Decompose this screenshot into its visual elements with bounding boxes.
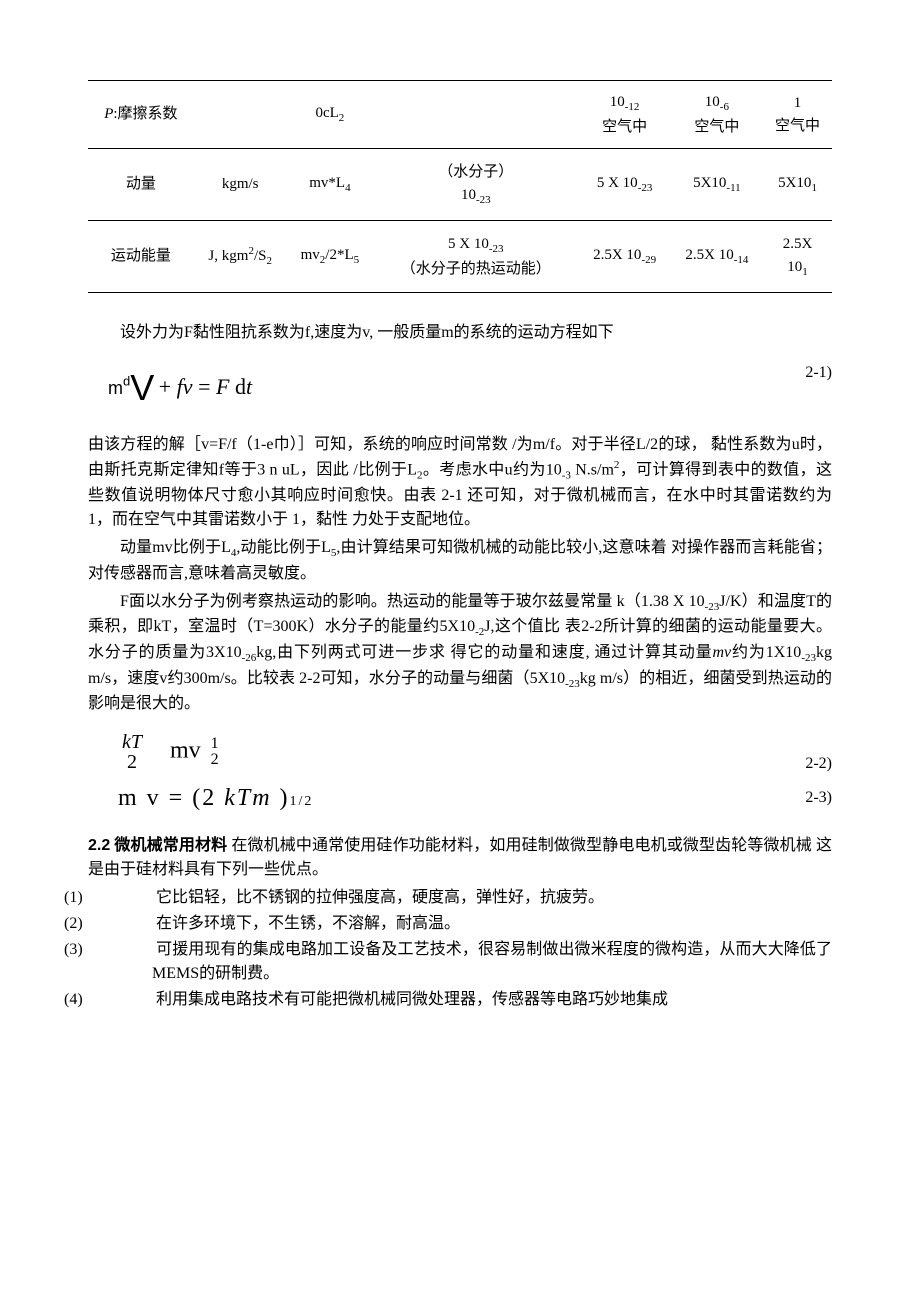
eq-number: 2-3) <box>805 786 832 810</box>
cell: 5X10-11 <box>671 149 763 221</box>
cell: mv*L4 <box>287 149 373 221</box>
cell: （水分子）10-23 <box>373 149 578 221</box>
cell <box>194 81 287 149</box>
cell: 1空气中 <box>763 81 832 149</box>
cell: 10-6空气中 <box>671 81 763 149</box>
data-table: P:摩擦系数 0cL2 10-12空气中 10-6空气中 1空气中 动量 kgm… <box>88 80 832 293</box>
cell: P:摩擦系数 <box>88 81 194 149</box>
body-para-2: 动量mv比例于L4,动能比例于L5,由计算结果可知微机械的动能比较小,这意味着 … <box>88 536 832 586</box>
equation-2-2-3: kT2 mv 12 2-2) m v = (2 kTm )1/2 2-3) <box>88 732 832 816</box>
cell: mv2/2*L5 <box>287 221 373 293</box>
list-item: (2) 在许多环境下，不生锈，不溶解，耐高温。 <box>88 912 832 936</box>
cell: 0cL2 <box>287 81 373 149</box>
cell: 2.5X 10-14 <box>671 221 763 293</box>
section-2-2: 2.2 微机械常用材料 在微机械中通常使用硅作功能材料，如用硅制做微型静电电机或… <box>88 834 832 882</box>
cell: J, kgm2/S2 <box>194 221 287 293</box>
intro-para: 设外力为F黏性阻抗系数为f,速度为v, 一般质量m的系统的运动方程如下 <box>88 321 832 345</box>
eq-number: 2-1) <box>805 361 832 385</box>
advantages-list: (1) 它比铝轻，比不锈钢的拉伸强度高，硬度高，弹性好，抗疲劳。 (2) 在许多… <box>88 886 832 1012</box>
cell: 5 X 10-23 <box>578 149 670 221</box>
body-para-3: F面以水分子为例考察热运动的影响。热运动的能量等于玻尔兹曼常量 k（1.38 X… <box>88 590 832 717</box>
list-item: (4) 利用集成电路技术有可能把微机械同微处理器，传感器等电路巧妙地集成 <box>88 988 832 1012</box>
cell: 2.5X101 <box>763 221 832 293</box>
list-item: (3) 可援用现有的集成电路加工设备及工艺技术，很容易制做出微米程度的微构造，从… <box>88 938 832 986</box>
cell: 5 X 10-23（水分子的热运动能） <box>373 221 578 293</box>
list-item: (1) 它比铝轻，比不锈钢的拉伸强度高，硬度高，弹性好，抗疲劳。 <box>88 886 832 910</box>
cell: 运动能量 <box>88 221 194 293</box>
equation-2-1: 2-1) mdV + fv = F dt <box>88 361 832 415</box>
cell: 动量 <box>88 149 194 221</box>
cell: kgm/s <box>194 149 287 221</box>
cell: 10-12空气中 <box>578 81 670 149</box>
cell: 2.5X 10-29 <box>578 221 670 293</box>
body-para-1: 由该方程的解［v=F/f（1-e巾）］可知，系统的响应时间常数 /为m/f。对于… <box>88 433 832 532</box>
eq-number: 2-2) <box>805 752 832 776</box>
cell: 5X101 <box>763 149 832 221</box>
cell <box>373 81 578 149</box>
